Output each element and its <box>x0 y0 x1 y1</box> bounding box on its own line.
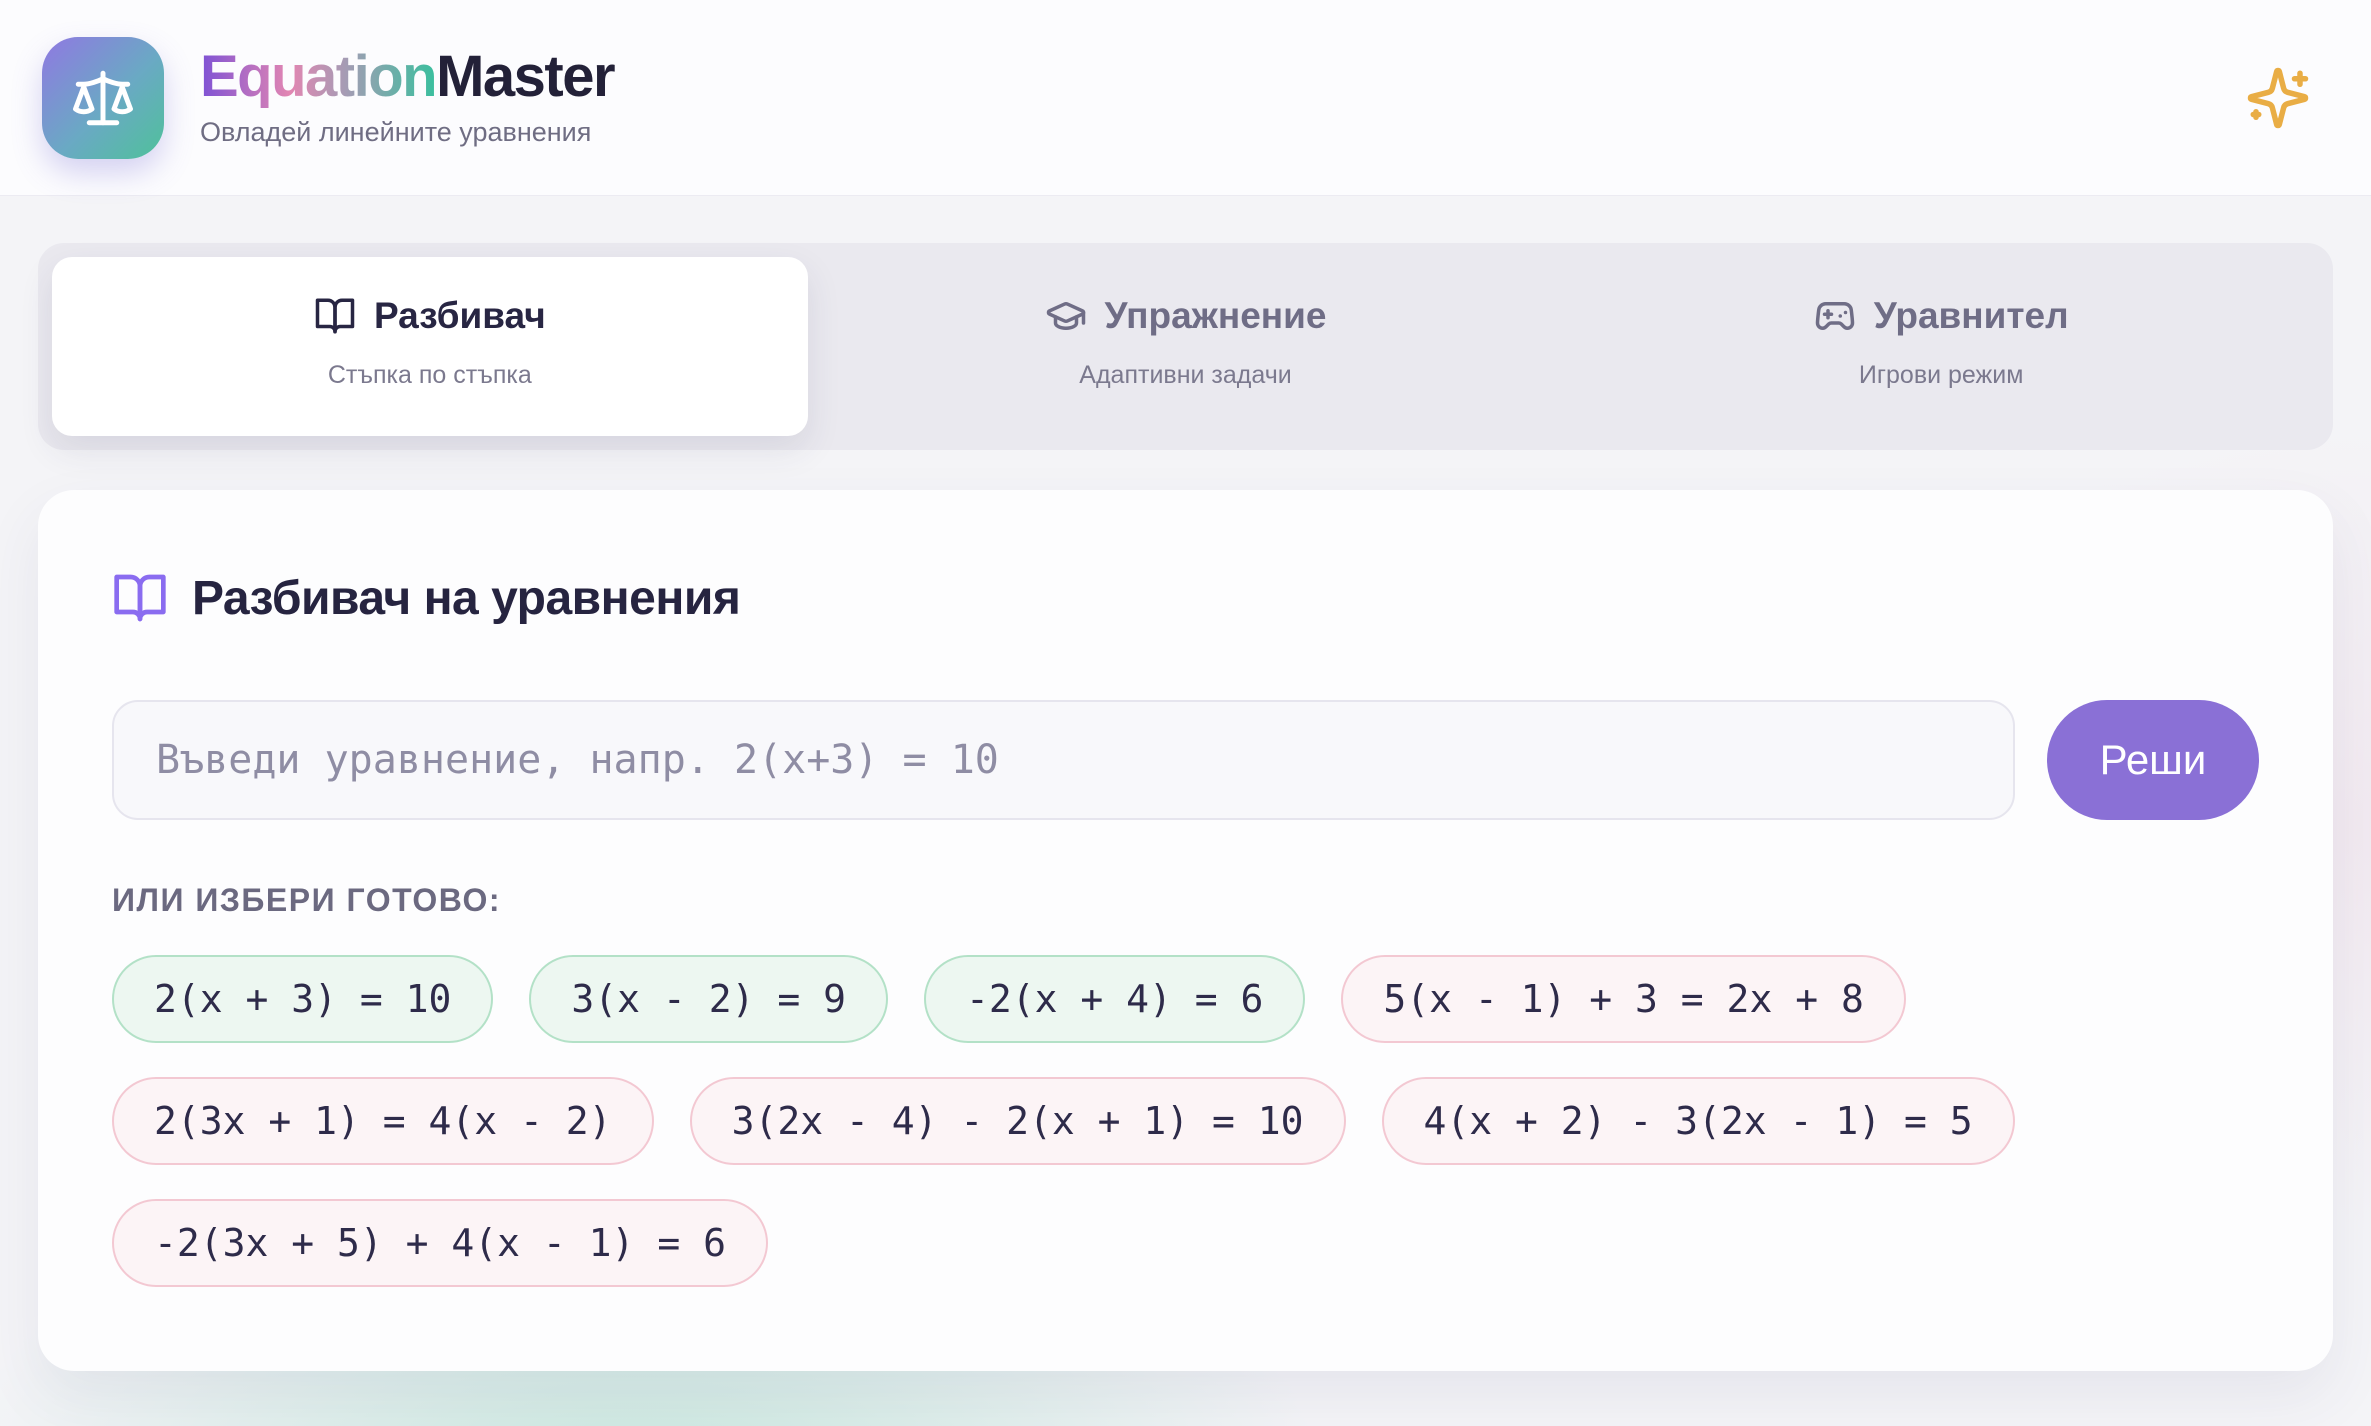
app-tagline: Овладей линейните уравнения <box>200 117 592 148</box>
tab-equalizer-game[interactable]: Уравнител Игрови режим <box>1563 257 2319 436</box>
tab-solver-label: Разбивач <box>373 295 546 336</box>
app-logo <box>42 36 164 159</box>
preset-equation-chip[interactable]: -2(x + 4) = 6 <box>923 955 1306 1043</box>
book-open-icon <box>114 574 166 622</box>
solver-heading: Разбивач на уравнения <box>112 570 2259 626</box>
preset-equation-chip[interactable]: 5(x - 1) + 3 = 2x + 8 <box>1341 955 1906 1043</box>
preset-equation-chip[interactable]: 2(x + 3) = 10 <box>112 955 494 1043</box>
preset-equation-chip[interactable]: 3(2x - 4) - 2(x + 1) = 10 <box>689 1077 1346 1165</box>
solver-card: Разбивач на уравнения Реши ИЛИ ИЗБЕРИ ГО… <box>38 490 2333 1371</box>
tab-practice-label: Упражнение <box>1104 295 1327 336</box>
presets-label: ИЛИ ИЗБЕРИ ГОТОВО: <box>112 882 502 918</box>
tab-equalizer-title-row: Уравнител <box>1563 295 2319 337</box>
tab-practice[interactable]: Упражнение Адаптивни задачи <box>808 257 1564 436</box>
tab-practice-title-row: Упражнение <box>808 295 1564 337</box>
scales-icon <box>73 70 133 125</box>
preset-equation-chip[interactable]: 4(x + 2) - 3(2x - 1) = 5 <box>1381 1077 2015 1165</box>
tab-solver[interactable]: Разбивач Стъпка по стъпка <box>52 257 808 436</box>
tab-solver-title-row: Разбивач <box>52 295 808 337</box>
app-title-secondary: Master <box>436 43 615 109</box>
tab-equalizer-label: Уравнител <box>1873 295 2069 336</box>
gamepad-icon <box>1815 302 1855 330</box>
preset-list: 2(x + 3) = 10 3(x - 2) = 9 -2(x + 4) = 6… <box>112 955 2259 1287</box>
sparkles-icon <box>2247 67 2309 128</box>
tab-practice-sublabel: Адаптивни задачи <box>1079 361 1292 389</box>
app-title: EquationMaster <box>200 43 616 109</box>
graduation-cap-icon <box>1046 302 1085 330</box>
preset-equation-chip[interactable]: -2(3x + 5) + 4(x - 1) = 6 <box>112 1199 768 1287</box>
mode-tabs: Разбивач Стъпка по стъпка Упражнение Ада… <box>38 243 2333 450</box>
solver-title: Разбивач на уравнения <box>192 571 741 625</box>
preset-equation-chip[interactable]: 2(3x + 1) = 4(x - 2) <box>112 1077 654 1165</box>
app-header: EquationMaster Овладей линейните уравнен… <box>0 0 2371 196</box>
solve-button[interactable]: Реши <box>2047 700 2259 820</box>
app-title-block: EquationMaster Овладей линейните уравнен… <box>200 43 616 149</box>
equation-input-row: Реши <box>112 700 2259 820</box>
tab-solver-sublabel: Стъпка по стъпка <box>327 361 532 389</box>
tab-equalizer-sublabel: Игрови режим <box>1858 361 2024 389</box>
preset-equation-chip[interactable]: 3(x - 2) = 9 <box>529 955 888 1043</box>
equation-input[interactable] <box>112 700 2015 820</box>
book-open-icon <box>315 298 355 334</box>
app-title-primary: Equation <box>200 43 438 109</box>
